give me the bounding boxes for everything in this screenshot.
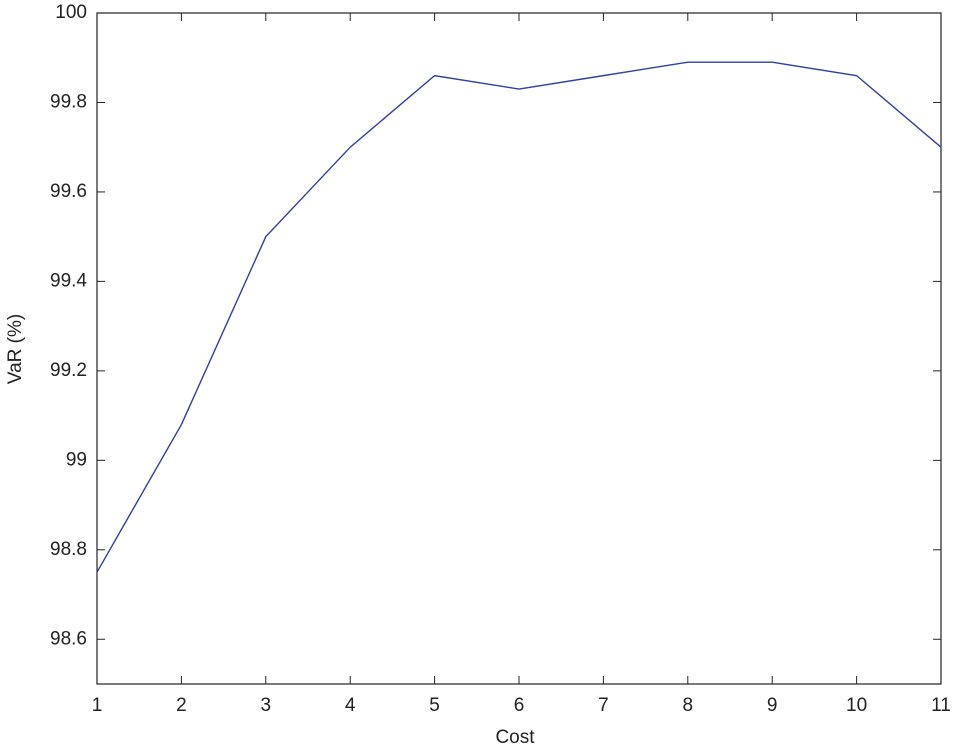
x-axis-label: Cost xyxy=(495,727,535,748)
y-tick-label: 99.6 xyxy=(50,181,87,202)
x-tick-label: 10 xyxy=(846,695,867,716)
x-tick-label: 11 xyxy=(931,695,951,716)
x-tick-label: 4 xyxy=(345,695,356,716)
y-tick-label: 99.8 xyxy=(50,91,87,112)
plot-frame xyxy=(96,12,942,685)
x-tick-label: 2 xyxy=(176,695,187,716)
y-tick-label: 99 xyxy=(66,449,87,470)
y-tick-label: 98.8 xyxy=(50,539,87,560)
x-tick-label: 9 xyxy=(767,695,778,716)
x-tick-label: 3 xyxy=(261,695,272,716)
x-tick-label: 7 xyxy=(598,695,609,716)
y-tick-label: 100 xyxy=(55,2,87,23)
y-tick-label: 99.2 xyxy=(50,360,87,381)
y-tick-label: 98.6 xyxy=(50,628,87,649)
x-tick-label: 1 xyxy=(92,695,103,716)
x-tick-label: 6 xyxy=(514,695,525,716)
x-tick-label: 8 xyxy=(683,695,694,716)
y-axis-label: VaR (%) xyxy=(5,314,26,384)
data-line xyxy=(96,61,942,573)
x-tick-label: 5 xyxy=(429,695,440,716)
y-tick-label: 99.4 xyxy=(50,270,87,291)
